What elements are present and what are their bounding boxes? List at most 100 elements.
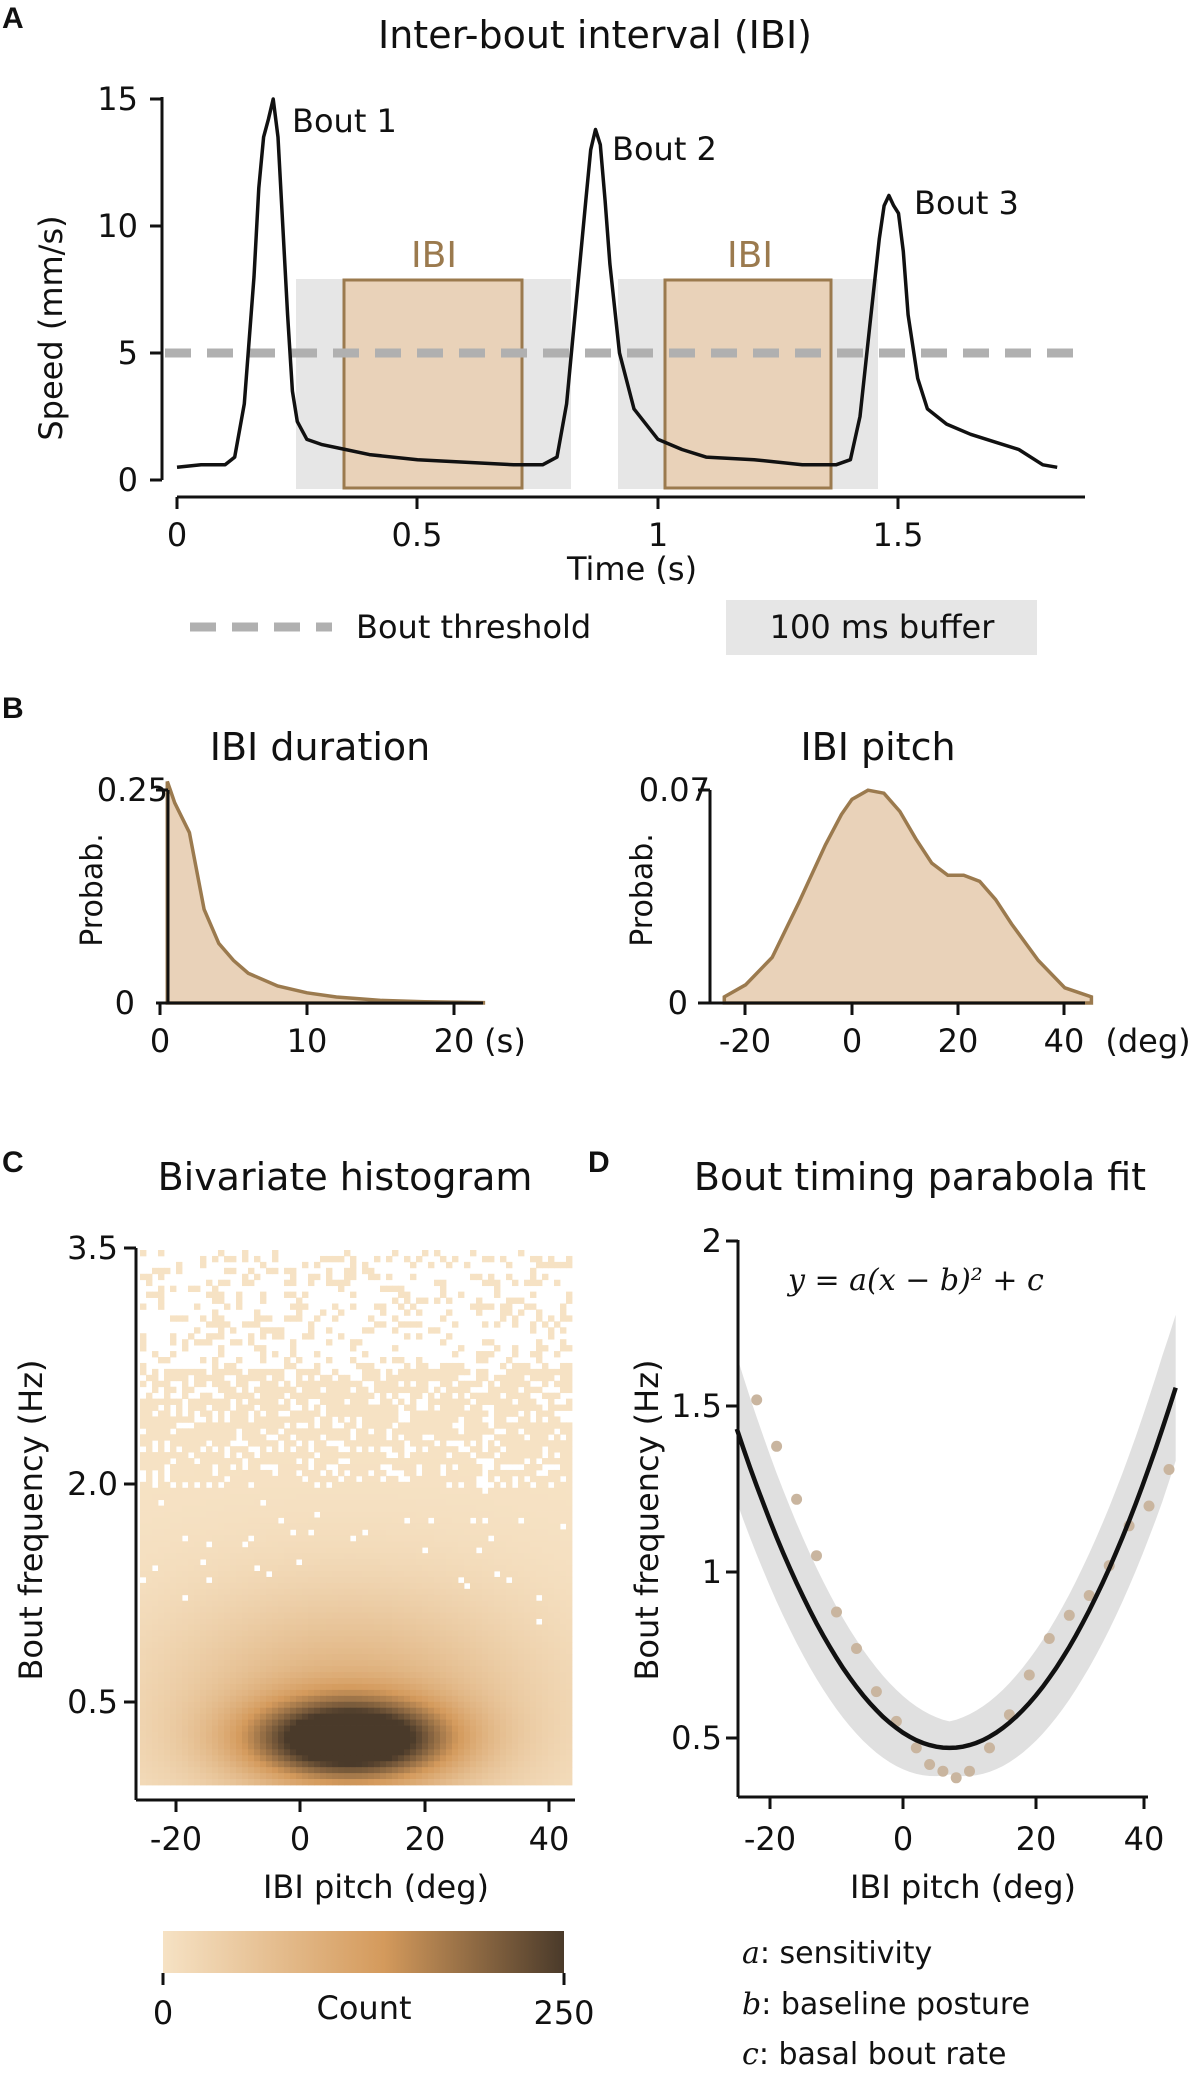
heatmap-cell — [452, 1707, 459, 1715]
heatmap-cell — [332, 1559, 339, 1566]
heatmap-cell — [194, 1327, 201, 1334]
heatmap-cell — [338, 1374, 345, 1382]
heatmap-cell — [548, 1392, 555, 1400]
heatmap-cell — [344, 1618, 351, 1625]
heatmap-cell — [392, 1380, 399, 1388]
heatmap-cell — [446, 1398, 453, 1405]
heatmap-cell — [410, 1434, 417, 1441]
heatmap-cell — [362, 1755, 369, 1762]
heatmap-cell — [320, 1541, 327, 1548]
heatmap-cell — [512, 1576, 519, 1584]
heatmap-cell — [470, 1600, 477, 1608]
heatmap-cell — [350, 1458, 357, 1465]
heatmap-cell — [350, 1303, 357, 1310]
heatmap-cell — [380, 1285, 387, 1293]
heatmap-cell — [476, 1660, 483, 1667]
heatmap-cell — [170, 1600, 177, 1608]
heatmap-cell — [188, 1505, 195, 1512]
heatmap-cell — [356, 1719, 363, 1726]
heatmap-cell — [284, 1440, 291, 1447]
heatmap-cell — [206, 1600, 213, 1608]
heatmap-cell — [326, 1357, 333, 1364]
heatmap-cell — [404, 1321, 411, 1328]
heatmap-cell — [146, 1678, 153, 1685]
heatmap-cell — [458, 1654, 465, 1661]
heatmap-cell — [188, 1368, 195, 1376]
heatmap-cell — [542, 1773, 549, 1780]
heatmap-cell — [494, 1660, 501, 1667]
heatmap-cell — [398, 1576, 405, 1584]
heatmap-cell — [476, 1309, 483, 1316]
heatmap-cell — [194, 1285, 201, 1293]
heatmap-cell — [164, 1505, 171, 1512]
heatmap-cell — [488, 1339, 495, 1346]
heatmap-cell — [302, 1434, 309, 1441]
heatmap-cell — [260, 1529, 267, 1536]
heatmap-cell — [278, 1683, 285, 1691]
heatmap-cell — [164, 1559, 171, 1566]
heatmap-cell — [224, 1541, 231, 1548]
heatmap-cell — [206, 1701, 213, 1709]
heatmap-cell — [314, 1404, 321, 1411]
heatmap-cell — [482, 1660, 489, 1667]
heatmap-cell — [536, 1404, 543, 1411]
heatmap-cell — [392, 1547, 399, 1554]
heatmap-cell — [536, 1695, 543, 1703]
heatmap-cell — [296, 1517, 303, 1524]
heatmap-cell — [530, 1749, 537, 1756]
heatmap-cell — [314, 1618, 321, 1625]
heatmap-cell — [434, 1672, 441, 1679]
heatmap-cell — [302, 1333, 309, 1340]
heatmap-cell — [410, 1452, 417, 1459]
heatmap-cell — [518, 1541, 525, 1548]
heatmap-cell — [362, 1725, 369, 1732]
heatmap-cell — [146, 1731, 153, 1738]
heatmap-cell — [542, 1624, 549, 1631]
heatmap-cell — [314, 1773, 321, 1780]
heatmap-cell — [458, 1600, 465, 1608]
heatmap-cell — [404, 1481, 411, 1489]
heatmap-cell — [374, 1404, 381, 1411]
heatmap-cell — [344, 1761, 351, 1768]
heatmap-cell — [542, 1392, 549, 1400]
heatmap-cell — [500, 1648, 507, 1655]
heatmap-cell — [440, 1666, 447, 1673]
heatmap-cell — [260, 1327, 267, 1334]
heatmap-cell — [506, 1273, 513, 1281]
heatmap-cell — [302, 1452, 309, 1459]
panel-a-ylabel: Speed (mm/s) — [32, 215, 70, 440]
heatmap-cell — [188, 1541, 195, 1548]
heatmap-cell — [212, 1648, 219, 1655]
heatmap-cell — [308, 1475, 315, 1483]
heatmap-cell — [500, 1523, 507, 1530]
heatmap-cell — [302, 1737, 309, 1744]
panel-c-title: Bivariate histogram — [158, 1155, 533, 1199]
heatmap-cell — [374, 1452, 381, 1459]
heatmap-cell — [512, 1660, 519, 1667]
heatmap-cell — [368, 1535, 375, 1542]
heatmap-cell — [260, 1333, 267, 1340]
heatmap-cell — [488, 1547, 495, 1554]
heatmap-cell — [410, 1499, 417, 1507]
heatmap-cell — [428, 1701, 435, 1709]
heatmap-cell — [356, 1600, 363, 1608]
heatmap-cell — [302, 1636, 309, 1643]
heatmap-cell — [308, 1422, 315, 1429]
heatmap-cell — [248, 1279, 255, 1287]
heatmap-cell — [170, 1535, 177, 1542]
heatmap-cell — [518, 1767, 525, 1774]
heatmap-cell — [566, 1505, 573, 1512]
heatmap-cell — [140, 1737, 147, 1744]
heatmap-cell — [266, 1576, 273, 1584]
heatmap-cell — [518, 1755, 525, 1762]
heatmap-cell — [482, 1594, 489, 1602]
heatmap-cell — [296, 1416, 303, 1423]
heatmap-cell — [548, 1743, 555, 1750]
heatmap-cell — [482, 1255, 489, 1263]
heatmap-cell — [416, 1517, 423, 1524]
heatmap-cell — [488, 1701, 495, 1709]
heatmap-cell — [152, 1779, 159, 1786]
heatmap-cell — [542, 1368, 549, 1376]
heatmap-cell — [350, 1719, 357, 1726]
